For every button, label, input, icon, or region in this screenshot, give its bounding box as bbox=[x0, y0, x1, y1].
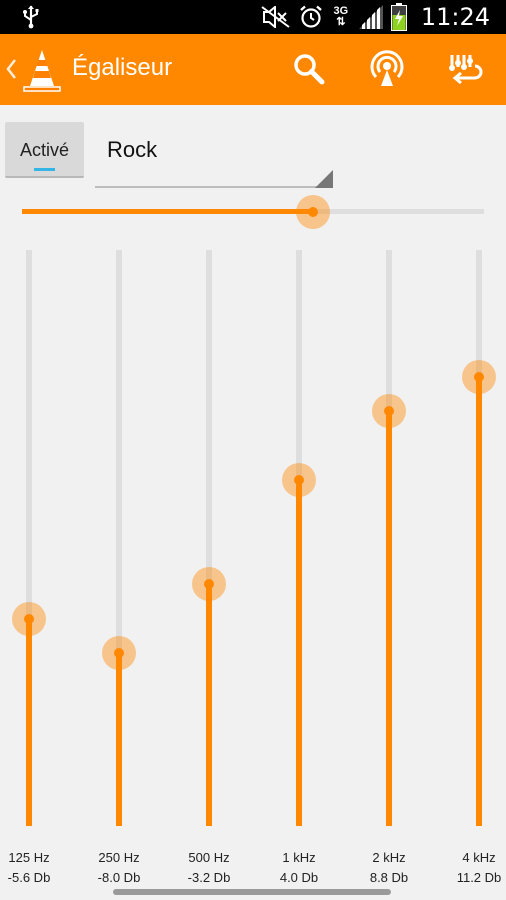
band-fill bbox=[116, 653, 122, 826]
band-gain: -5.6 Db bbox=[7, 870, 51, 885]
band-track bbox=[206, 250, 212, 826]
network-3g-icon: 3G ⇅ bbox=[333, 5, 349, 28]
band-fill bbox=[296, 480, 302, 826]
band-sliders bbox=[0, 250, 506, 830]
band-label: 2 kHz 8.8 Db bbox=[344, 848, 434, 888]
preamp-slider[interactable] bbox=[22, 195, 484, 229]
band-label: 1 kHz 4.0 Db bbox=[254, 848, 344, 888]
band-frequency: 250 Hz bbox=[98, 850, 140, 865]
band-thumb[interactable] bbox=[12, 601, 46, 636]
status-bar: 3G ⇅ 11:24 bbox=[0, 0, 506, 34]
alarm-icon bbox=[300, 5, 322, 28]
band-fill bbox=[206, 584, 212, 826]
action-bar: Égaliseur bbox=[0, 34, 506, 105]
band-frequency: 2 kHz bbox=[372, 850, 406, 865]
toggle-indicator bbox=[34, 168, 55, 171]
preset-value: Rock bbox=[107, 137, 158, 162]
clock: 11:24 bbox=[420, 3, 490, 31]
horizontal-scrollbar[interactable] bbox=[113, 889, 391, 895]
enable-toggle-button[interactable]: Activé bbox=[5, 122, 84, 178]
band-fill bbox=[476, 376, 482, 826]
equalizer-apply-button[interactable] bbox=[444, 46, 490, 92]
band-label: 250 Hz -8.0 Db bbox=[74, 848, 164, 888]
band-label: 500 Hz -3.2 Db bbox=[164, 848, 254, 888]
band-labels: 125 Hz -5.6 Db 250 Hz -8.0 Db 500 Hz -3.2 Db 1… bbox=[0, 848, 506, 888]
band-thumb[interactable] bbox=[102, 636, 136, 671]
back-icon[interactable] bbox=[4, 56, 18, 82]
band-slider[interactable] bbox=[461, 250, 497, 826]
band-slider[interactable] bbox=[101, 250, 137, 826]
band-label: 125 Hz -5.6 Db bbox=[0, 848, 74, 888]
signal-icon bbox=[358, 5, 383, 29]
spinner-underline bbox=[95, 186, 333, 188]
preamp-thumb[interactable] bbox=[296, 195, 331, 229]
band-frequency: 125 Hz bbox=[8, 850, 50, 865]
band-slider[interactable] bbox=[281, 250, 317, 826]
band-slider[interactable] bbox=[191, 250, 227, 826]
band-thumb[interactable] bbox=[372, 394, 406, 429]
equalizer-apply-icon bbox=[449, 55, 483, 85]
band-gain: -8.0 Db bbox=[97, 870, 141, 885]
preamp-fill bbox=[22, 209, 314, 214]
page-title: Égaliseur bbox=[72, 54, 173, 81]
battery-icon bbox=[390, 3, 407, 31]
band-gain: 11.2 Db bbox=[456, 870, 502, 885]
band-fill bbox=[386, 411, 392, 826]
search-button[interactable] bbox=[286, 46, 332, 92]
band-label: 4 kHz 11.2 Db bbox=[434, 848, 506, 888]
band-frequency: 1 kHz bbox=[282, 850, 316, 865]
band-thumb[interactable] bbox=[282, 463, 316, 498]
search-icon bbox=[294, 54, 325, 85]
mute-icon bbox=[261, 6, 290, 28]
audio-output-button[interactable] bbox=[364, 46, 410, 92]
vlc-logo[interactable] bbox=[22, 48, 62, 92]
preset-spinner[interactable]: Rock bbox=[95, 122, 333, 188]
band-track bbox=[26, 250, 32, 826]
spinner-dropdown-icon bbox=[315, 170, 333, 188]
band-frequency: 4 kHz bbox=[462, 850, 496, 865]
audio-output-icon bbox=[370, 50, 404, 86]
band-slider[interactable] bbox=[371, 250, 407, 826]
band-gain: -3.2 Db bbox=[187, 870, 231, 885]
band-slider[interactable] bbox=[11, 250, 47, 826]
toggle-label: Activé bbox=[19, 140, 70, 160]
band-thumb[interactable] bbox=[192, 567, 226, 602]
band-track bbox=[116, 250, 122, 826]
band-fill bbox=[26, 618, 32, 826]
band-gain: 4.0 Db bbox=[279, 870, 319, 885]
band-gain: 8.8 Db bbox=[369, 870, 409, 885]
band-frequency: 500 Hz bbox=[188, 850, 230, 865]
usb-icon bbox=[23, 5, 39, 29]
band-thumb[interactable] bbox=[462, 359, 496, 394]
